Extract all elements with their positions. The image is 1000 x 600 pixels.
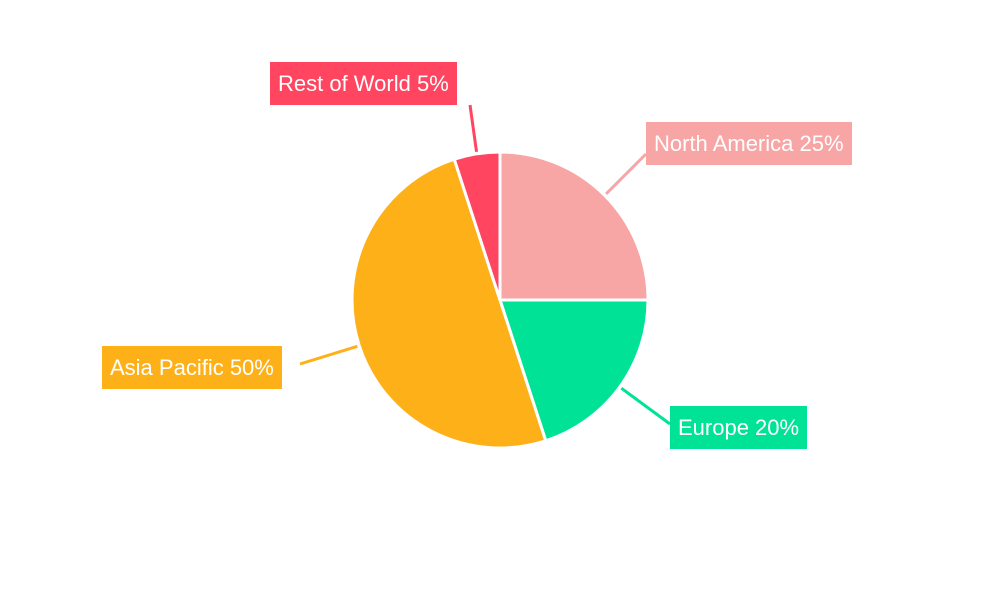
leader-line-rest-of-world [468, 104, 479, 153]
pie-slice-asia-pacific [350, 157, 548, 450]
leader-line-europe [620, 386, 671, 426]
leader-line-asia-pacific [299, 344, 358, 366]
leader-line-north-america [605, 152, 648, 195]
slice-label-rest-of-world: Rest of World 5% [270, 62, 457, 105]
slice-label-asia-pacific: Asia Pacific 50% [102, 346, 282, 389]
pie-slice-europe [497, 298, 650, 443]
pie-slice-north-america [498, 150, 650, 302]
slice-label-north-america: North America 25% [646, 122, 852, 165]
pie-slice-rest-of-world [452, 150, 502, 301]
slice-label-europe: Europe 20% [670, 406, 808, 449]
